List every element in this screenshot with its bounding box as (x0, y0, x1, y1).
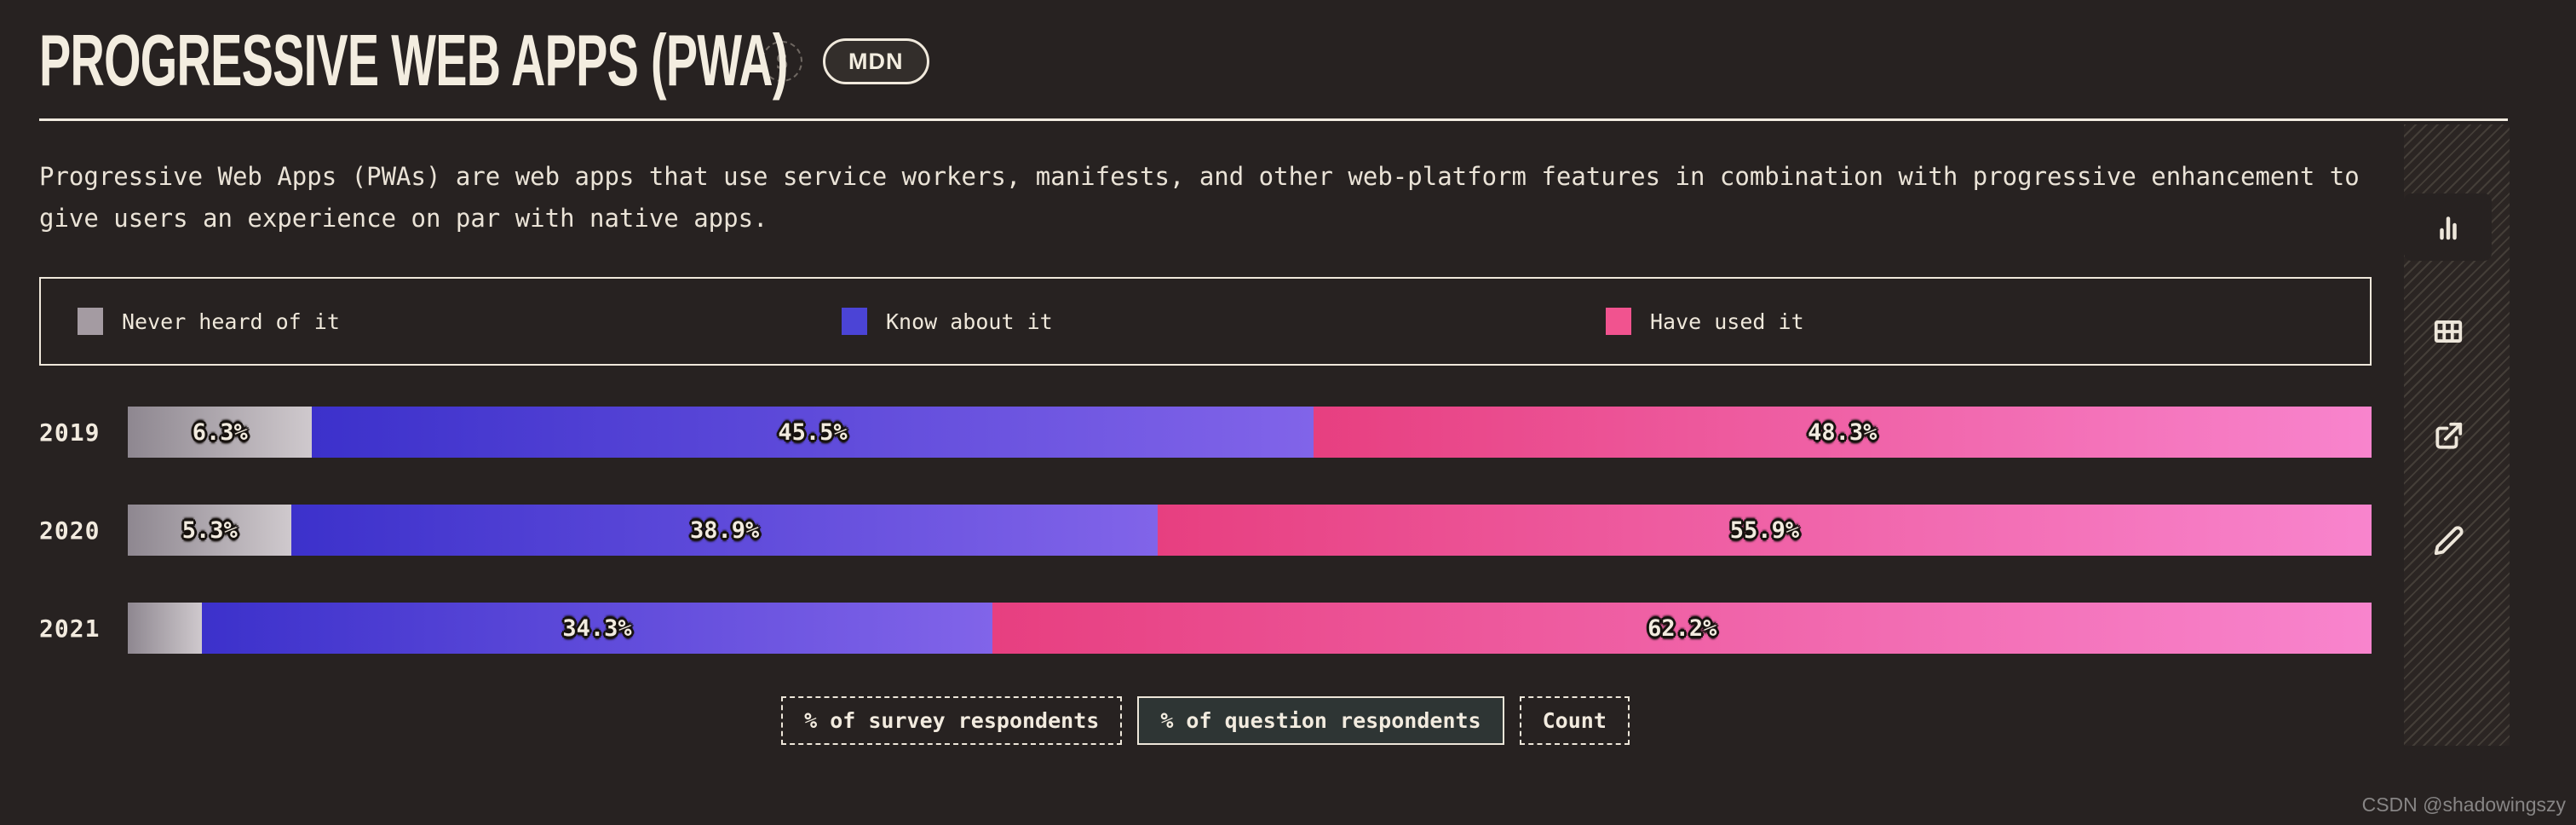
bar-segment[interactable]: 6.3% (128, 407, 313, 458)
mdn-label: MDN (848, 48, 904, 74)
units-button[interactable]: % of question respondents (1137, 696, 1504, 745)
legend-label: Know about it (886, 309, 1053, 334)
bar-segment[interactable]: 5.3% (128, 505, 292, 556)
description-line-2: give users an experience on par with nat… (39, 204, 768, 233)
chart-row: 2020 5.3% 38.9% 55.9% (39, 505, 2372, 556)
legend-label: Have used it (1650, 309, 1804, 334)
legend-swatch (1606, 308, 1631, 335)
bar-segment[interactable]: 45.5% (312, 407, 1314, 458)
units-button[interactable]: % of survey respondents (781, 696, 1123, 745)
description-line-1: Progressive Web Apps (PWAs) are web apps… (39, 162, 2360, 191)
csdn-watermark: CSDN @shadowingszy (2361, 793, 2566, 816)
salary-dollar-icon[interactable]: $ (762, 41, 802, 82)
header-divider (39, 118, 2508, 121)
units-button[interactable]: Count (1519, 696, 1630, 745)
chart-toolbar (2404, 124, 2510, 746)
legend-label: Never heard of it (122, 309, 340, 334)
external-link-icon[interactable] (2429, 418, 2467, 455)
segment-value-label: 55.9% (1729, 516, 1800, 544)
bar-segment[interactable]: 62.2% (992, 603, 2372, 654)
units-control-group: % of survey respondents % of question re… (39, 696, 2372, 745)
legend-swatch (78, 308, 103, 335)
legend-item[interactable]: Have used it (1606, 308, 2370, 335)
bar-segment[interactable]: 55.9% (1157, 505, 2372, 556)
bar-segment[interactable]: 38.9% (291, 505, 1158, 556)
page-title: PROGRESSIVE WEB APPS (PWA) (39, 20, 788, 101)
segment-value-label: 62.2% (1647, 614, 1717, 642)
legend-item[interactable]: Know about it (842, 308, 1606, 335)
edit-pencil-icon[interactable] (2429, 522, 2467, 560)
table-icon[interactable] (2429, 313, 2467, 350)
header: PROGRESSIVE WEB APPS (PWA) $ MDN (39, 25, 929, 97)
bar-chart-icon[interactable] (2429, 209, 2467, 246)
chart-rows: 2019 6.3% 45.5% 48.3% 2020 5.3% 38.9% 55… (39, 407, 2372, 701)
legend-swatch (842, 308, 867, 335)
dollar-glyph: $ (774, 48, 790, 75)
bar-track: 6.3% 45.5% 48.3% (128, 407, 2372, 458)
segment-value-label: 34.3% (562, 614, 632, 642)
year-label: 2020 (39, 516, 101, 545)
legend-item[interactable]: Never heard of it (78, 308, 842, 335)
description: Progressive Web Apps (PWAs) are web apps… (39, 156, 2424, 239)
year-label: 2021 (39, 614, 101, 643)
bar-segment[interactable] (128, 603, 202, 654)
year-label: 2019 (39, 418, 101, 447)
segment-value-label: 48.3% (1808, 418, 1877, 446)
bar-track: 5.3% 38.9% 55.9% (128, 505, 2372, 556)
chart-row: 2021 34.3% 62.2% (39, 603, 2372, 654)
chart-row: 2019 6.3% 45.5% 48.3% (39, 407, 2372, 458)
mdn-link-button[interactable]: MDN (823, 38, 929, 84)
segment-value-label: 45.5% (778, 418, 848, 446)
segment-value-label: 38.9% (690, 516, 760, 544)
chart-legend: Never heard of it Know about it Have use… (39, 277, 2372, 366)
bar-segment[interactable]: 34.3% (201, 603, 993, 654)
bar-segment[interactable]: 48.3% (1313, 407, 2372, 458)
segment-value-label: 5.3% (181, 516, 238, 544)
title-wrap: PROGRESSIVE WEB APPS (PWA) (39, 25, 788, 97)
bar-track: 34.3% 62.2% (128, 603, 2372, 654)
segment-value-label: 6.3% (192, 418, 248, 446)
